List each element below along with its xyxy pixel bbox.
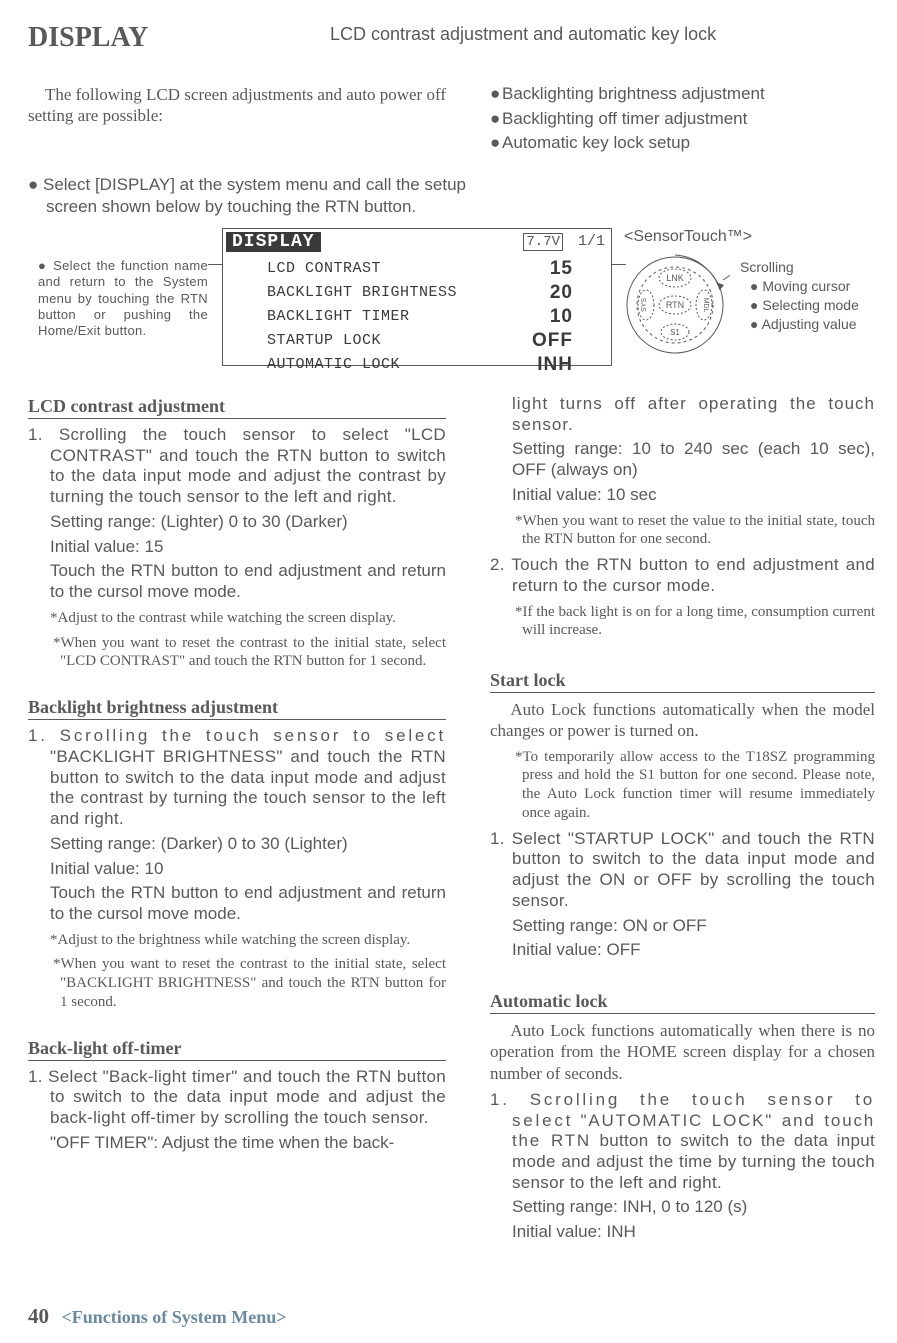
- note-text: *Adjust to the brightness while watching…: [28, 931, 446, 950]
- note-text: *To temporarily allow access to the T18S…: [490, 748, 875, 823]
- scrolling-item: ● Adjusting value: [740, 315, 859, 334]
- left-helper-note: ● Select the function name and return to…: [38, 258, 208, 339]
- sensortouch-label: <SensorTouch™>: [624, 228, 752, 246]
- section-heading-backlight-brightness: Backlight brightness adjustment: [28, 697, 446, 720]
- lcd-page-indicator: 1/1: [578, 233, 605, 250]
- svg-text:MDL: MDL: [702, 298, 709, 313]
- setting-range: Setting range: INH, 0 to 120 (s): [490, 1197, 875, 1218]
- step-text: 1. Scrolling the touch sensor to select …: [28, 425, 446, 508]
- instruction-text: Touch the RTN button to end adjustment a…: [28, 561, 446, 602]
- instruction-text: "OFF TIMER": Adjust the time when the ba…: [28, 1133, 446, 1154]
- svg-text:LNK: LNK: [666, 273, 684, 283]
- select-instruction: ● Select [DISPLAY] at the system menu an…: [28, 174, 588, 218]
- step-text: 2. Touch the RTN button to end adjustmen…: [490, 555, 875, 596]
- note-text: *When you want to reset the value to the…: [490, 512, 875, 550]
- initial-value: Initial value: INH: [490, 1222, 875, 1243]
- section-heading-automatic-lock: Automatic lock: [490, 991, 875, 1014]
- lcd-row: AUTOMATIC LOCK INH: [223, 353, 611, 377]
- bullet-text: Backlighting off timer adjustment: [502, 109, 747, 128]
- lcd-row-label: AUTOMATIC LOCK: [267, 354, 400, 376]
- lcd-row-label: BACKLIGHT BRIGHTNESS: [267, 282, 457, 304]
- lcd-row: STARTUP LOCK OFF: [223, 329, 611, 353]
- section-intro: Auto Lock functions automatically when t…: [490, 699, 875, 742]
- left-helper-text: Select the function name and return to t…: [38, 258, 208, 338]
- initial-value: Initial value: 10: [28, 859, 446, 880]
- initial-value: Initial value: OFF: [490, 940, 875, 961]
- page-section-subtitle: LCD contrast adjustment and automatic ke…: [330, 24, 716, 45]
- lcd-row-value: OFF: [532, 330, 573, 352]
- bullet-item: ●Backlighting off timer adjustment: [490, 107, 765, 132]
- lcd-row-value: INH: [537, 354, 573, 376]
- bullet-text: Backlighting brightness adjustment: [502, 84, 765, 103]
- lcd-screenshot: DISPLAY 7.7V 1/1 LCD CONTRAST 15 BACKLIGH…: [222, 228, 612, 366]
- step-text: 1. Select "STARTUP LOCK" and touch the R…: [490, 829, 875, 912]
- setting-range: Setting range: ON or OFF: [490, 916, 875, 937]
- page-section-title: DISPLAY: [28, 22, 148, 54]
- scrolling-item: ● Selecting mode: [740, 296, 859, 315]
- note-text: *When you want to reset the contrast to …: [28, 955, 446, 1011]
- scrolling-legend: Scrolling ● Moving cursor ● Selecting mo…: [740, 258, 859, 334]
- section-heading-start-lock: Start lock: [490, 670, 875, 693]
- intro-text: The following LCD screen adjustments and…: [28, 84, 458, 127]
- lcd-row-label: STARTUP LOCK: [267, 330, 381, 352]
- footer-title: <Functions of System Menu>: [53, 1307, 286, 1327]
- scrolling-item: ● Moving cursor: [740, 277, 859, 296]
- lcd-row: BACKLIGHT TIMER 10: [223, 305, 611, 329]
- page-number: 40: [28, 1304, 49, 1328]
- page-footer: 40 <Functions of System Menu>: [28, 1304, 286, 1329]
- right-column: light turns off after operating the touc…: [490, 392, 875, 1243]
- note-text: *When you want to reset the contrast to …: [28, 634, 446, 672]
- section-heading-lcd-contrast: LCD contrast adjustment: [28, 396, 446, 419]
- bullet-dot: ●: [38, 258, 48, 273]
- setting-range: Setting range: 10 to 240 sec (each 10 se…: [490, 439, 875, 480]
- setting-range: Setting range: (Lighter) 0 to 30 (Darker…: [28, 512, 446, 533]
- step-text: 1. Scrolling the touch sensor to select …: [28, 726, 446, 830]
- svg-text:S1: S1: [670, 328, 680, 337]
- leader-line: [208, 264, 222, 265]
- select-line-2: screen shown below by touching the RTN b…: [28, 196, 588, 218]
- continuation-text: light turns off after operating the touc…: [490, 394, 875, 435]
- lcd-row-value: 15: [550, 258, 573, 280]
- bullet-item: ●Backlighting brightness adjustment: [490, 82, 765, 107]
- lcd-battery-icon: 7.7V: [523, 233, 563, 251]
- lcd-row-value: 10: [550, 306, 573, 328]
- instruction-text: Touch the RTN button to end adjustment a…: [28, 883, 446, 924]
- section-intro: Auto Lock functions automatically when t…: [490, 1020, 875, 1084]
- note-text: *Adjust to the contrast while watching t…: [28, 609, 446, 628]
- setting-range: Setting range: (Darker) 0 to 30 (Lighter…: [28, 834, 446, 855]
- sensortouch-diagram: LNK RTN S1 SYS MDL: [620, 250, 730, 360]
- lcd-row: BACKLIGHT BRIGHTNESS 20: [223, 281, 611, 305]
- section-heading-backlight-timer: Back-light off-timer: [28, 1038, 446, 1061]
- feature-bullets: ●Backlighting brightness adjustment ●Bac…: [490, 82, 765, 156]
- left-column: LCD contrast adjustment 1. Scrolling the…: [28, 392, 446, 1154]
- bullet-text: Automatic key lock setup: [502, 133, 690, 152]
- initial-value: Initial value: 15: [28, 537, 446, 558]
- initial-value: Initial value: 10 sec: [490, 485, 875, 506]
- svg-text:SYS: SYS: [641, 298, 648, 312]
- lcd-rows: LCD CONTRAST 15 BACKLIGHT BRIGHTNESS 20 BA…: [223, 257, 611, 377]
- lcd-title: DISPLAY: [226, 232, 321, 252]
- select-line-1: ● Select [DISPLAY] at the system menu an…: [28, 175, 466, 194]
- step-text: 1. Select "Back-light timer" and touch t…: [28, 1067, 446, 1129]
- lcd-row: LCD CONTRAST 15: [223, 257, 611, 281]
- bullet-item: ●Automatic key lock setup: [490, 131, 765, 156]
- lcd-row-value: 20: [550, 282, 573, 304]
- lcd-row-label: BACKLIGHT TIMER: [267, 306, 410, 328]
- lcd-row-label: LCD CONTRAST: [267, 258, 381, 280]
- scrolling-title: Scrolling: [740, 258, 859, 277]
- note-text: *If the back light is on for a long time…: [490, 603, 875, 641]
- svg-text:RTN: RTN: [666, 300, 684, 310]
- step-text: 1. Scrolling the touch sensor to select …: [490, 1090, 875, 1194]
